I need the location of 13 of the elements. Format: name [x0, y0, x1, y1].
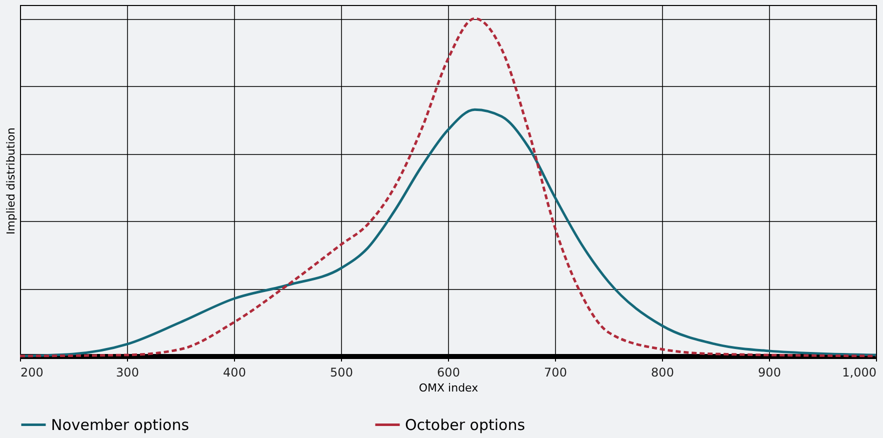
- legend-label: November options: [51, 416, 190, 434]
- x-tick-label: 300: [116, 366, 139, 380]
- x-tick-label: 1,000: [842, 366, 876, 380]
- legend-label: October options: [405, 416, 526, 434]
- x-axis-title: OMX index: [418, 382, 479, 394]
- x-tick-label: 400: [223, 366, 246, 380]
- x-tick-label: 900: [758, 366, 781, 380]
- x-tick-label: 500: [330, 366, 353, 380]
- x-tick-label: 700: [544, 366, 567, 380]
- y-axis-title: Implied distribution: [4, 127, 18, 234]
- x-tick-label: 600: [437, 366, 460, 380]
- x-tick-label: 200: [20, 366, 44, 380]
- x-tick-label: 800: [651, 366, 674, 380]
